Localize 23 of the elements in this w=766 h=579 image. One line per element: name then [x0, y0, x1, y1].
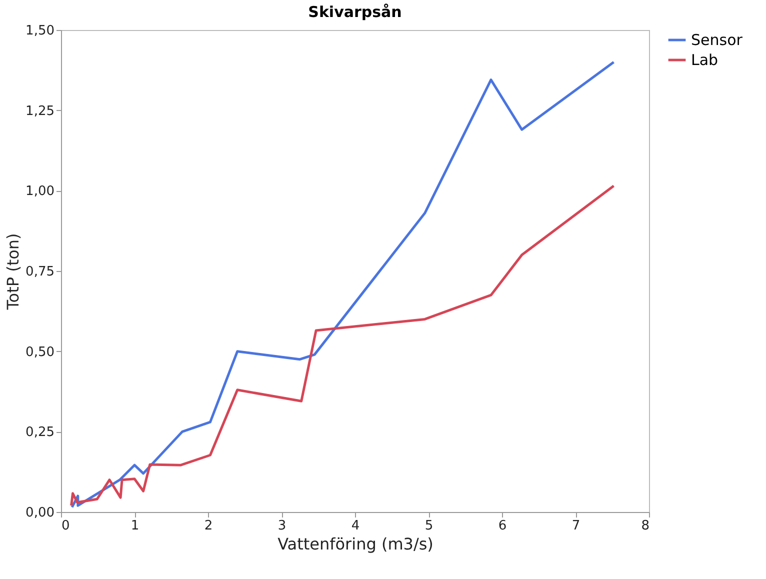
x-axis-title: Vattenföring (m3/s): [278, 534, 434, 554]
legend-label: Sensor: [691, 31, 744, 49]
x-tick-label: 8: [641, 518, 650, 534]
y-tick-label: 1,50: [26, 24, 54, 38]
x-tick-label: 4: [351, 518, 360, 534]
x-tick-label: 6: [498, 518, 507, 534]
y-tick-label: 0,50: [26, 344, 54, 360]
y-tick-label: 0,00: [26, 506, 54, 520]
x-tick-label: 5: [424, 518, 434, 534]
y-tick-label: 0,75: [26, 264, 54, 280]
y-tick-label: 0,25: [26, 425, 54, 440]
x-tick-label: 2: [204, 518, 213, 534]
y-tick-label: 1,25: [26, 104, 54, 119]
line-series: [70, 60, 615, 508]
y-axis-title: TotP (ton): [4, 233, 23, 311]
y-tick-label: 1,00: [26, 184, 54, 200]
x-tick-label: 3: [278, 518, 286, 534]
legend-label: Lab: [691, 51, 718, 69]
chart-title: Skivarpsån: [308, 3, 402, 21]
x-tick-label: 7: [572, 518, 580, 534]
line-series: [70, 184, 615, 507]
x-tick-label: 1: [130, 518, 140, 534]
x-tick-label: 0: [62, 518, 70, 534]
